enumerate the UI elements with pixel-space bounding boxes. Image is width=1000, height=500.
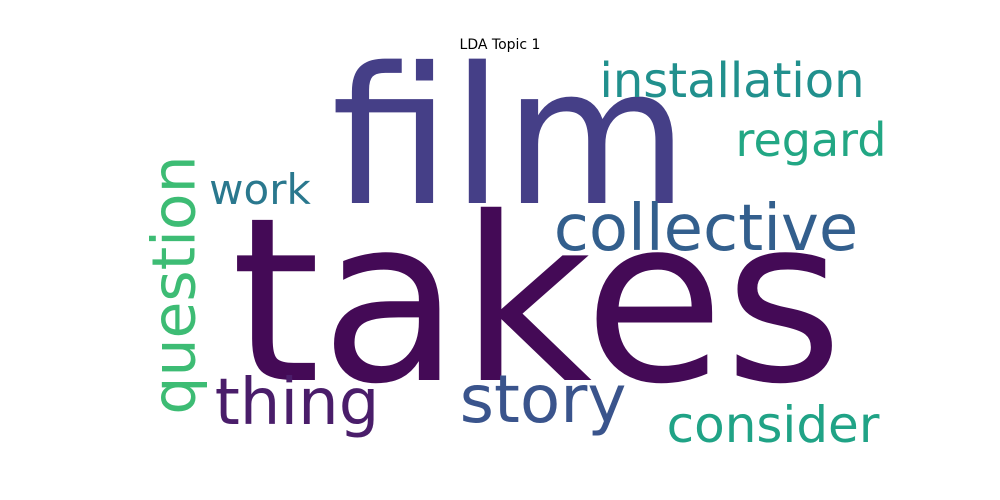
word-film: film bbox=[331, 27, 689, 248]
word-consider: consider bbox=[667, 396, 880, 454]
word-collective: collective bbox=[554, 192, 859, 266]
word-story: story bbox=[460, 361, 627, 438]
word-takes: takes bbox=[231, 168, 843, 434]
word-installation: installation bbox=[599, 53, 864, 109]
word-question: question bbox=[140, 155, 210, 414]
word-thing: thing bbox=[215, 366, 380, 440]
word-regard: regard bbox=[736, 113, 887, 167]
chart-title: LDA Topic 1 bbox=[459, 37, 541, 53]
word-work: work bbox=[209, 165, 311, 214]
